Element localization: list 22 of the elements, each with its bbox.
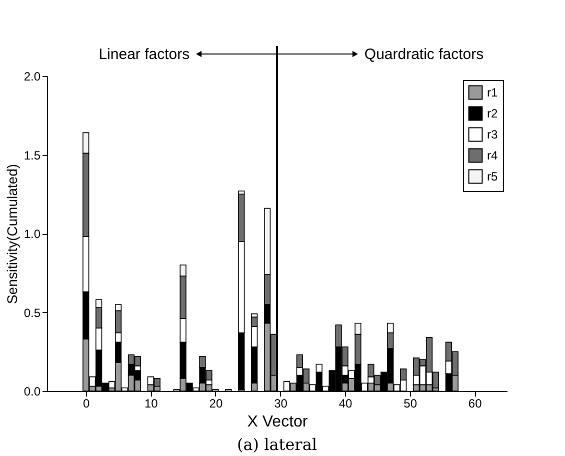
y-tick-label: 2.0 [24, 70, 41, 84]
x-tick-label: 20 [209, 396, 223, 410]
x-tick-label: 60 [468, 396, 482, 410]
legend-label: r5 [487, 170, 498, 184]
text: (a) lateral [237, 435, 317, 454]
legend-label: r1 [487, 86, 498, 100]
x-tick-label: 0 [83, 396, 90, 410]
legend-label: r3 [487, 128, 498, 142]
x-tick-label: 10 [144, 396, 158, 410]
y-tick-label: 0.5 [24, 306, 41, 320]
y-tick-label: 1.5 [24, 148, 41, 162]
x-axis-title: X Vector [247, 414, 308, 430]
legend-label: r2 [487, 106, 498, 120]
x-tick-label: 50 [404, 396, 418, 410]
y-axis-title: Sensitivity(Cumulated) [4, 164, 20, 304]
y-tick-label: 1.0 [24, 227, 41, 241]
x-tick-label: 40 [338, 396, 353, 410]
text: Quardratic factors [364, 46, 484, 63]
legend-label: r4 [487, 148, 498, 162]
y-tick-label: 0.0 [24, 384, 41, 398]
text: Linear factors [98, 46, 190, 63]
x-tick-label: 30 [274, 396, 288, 410]
